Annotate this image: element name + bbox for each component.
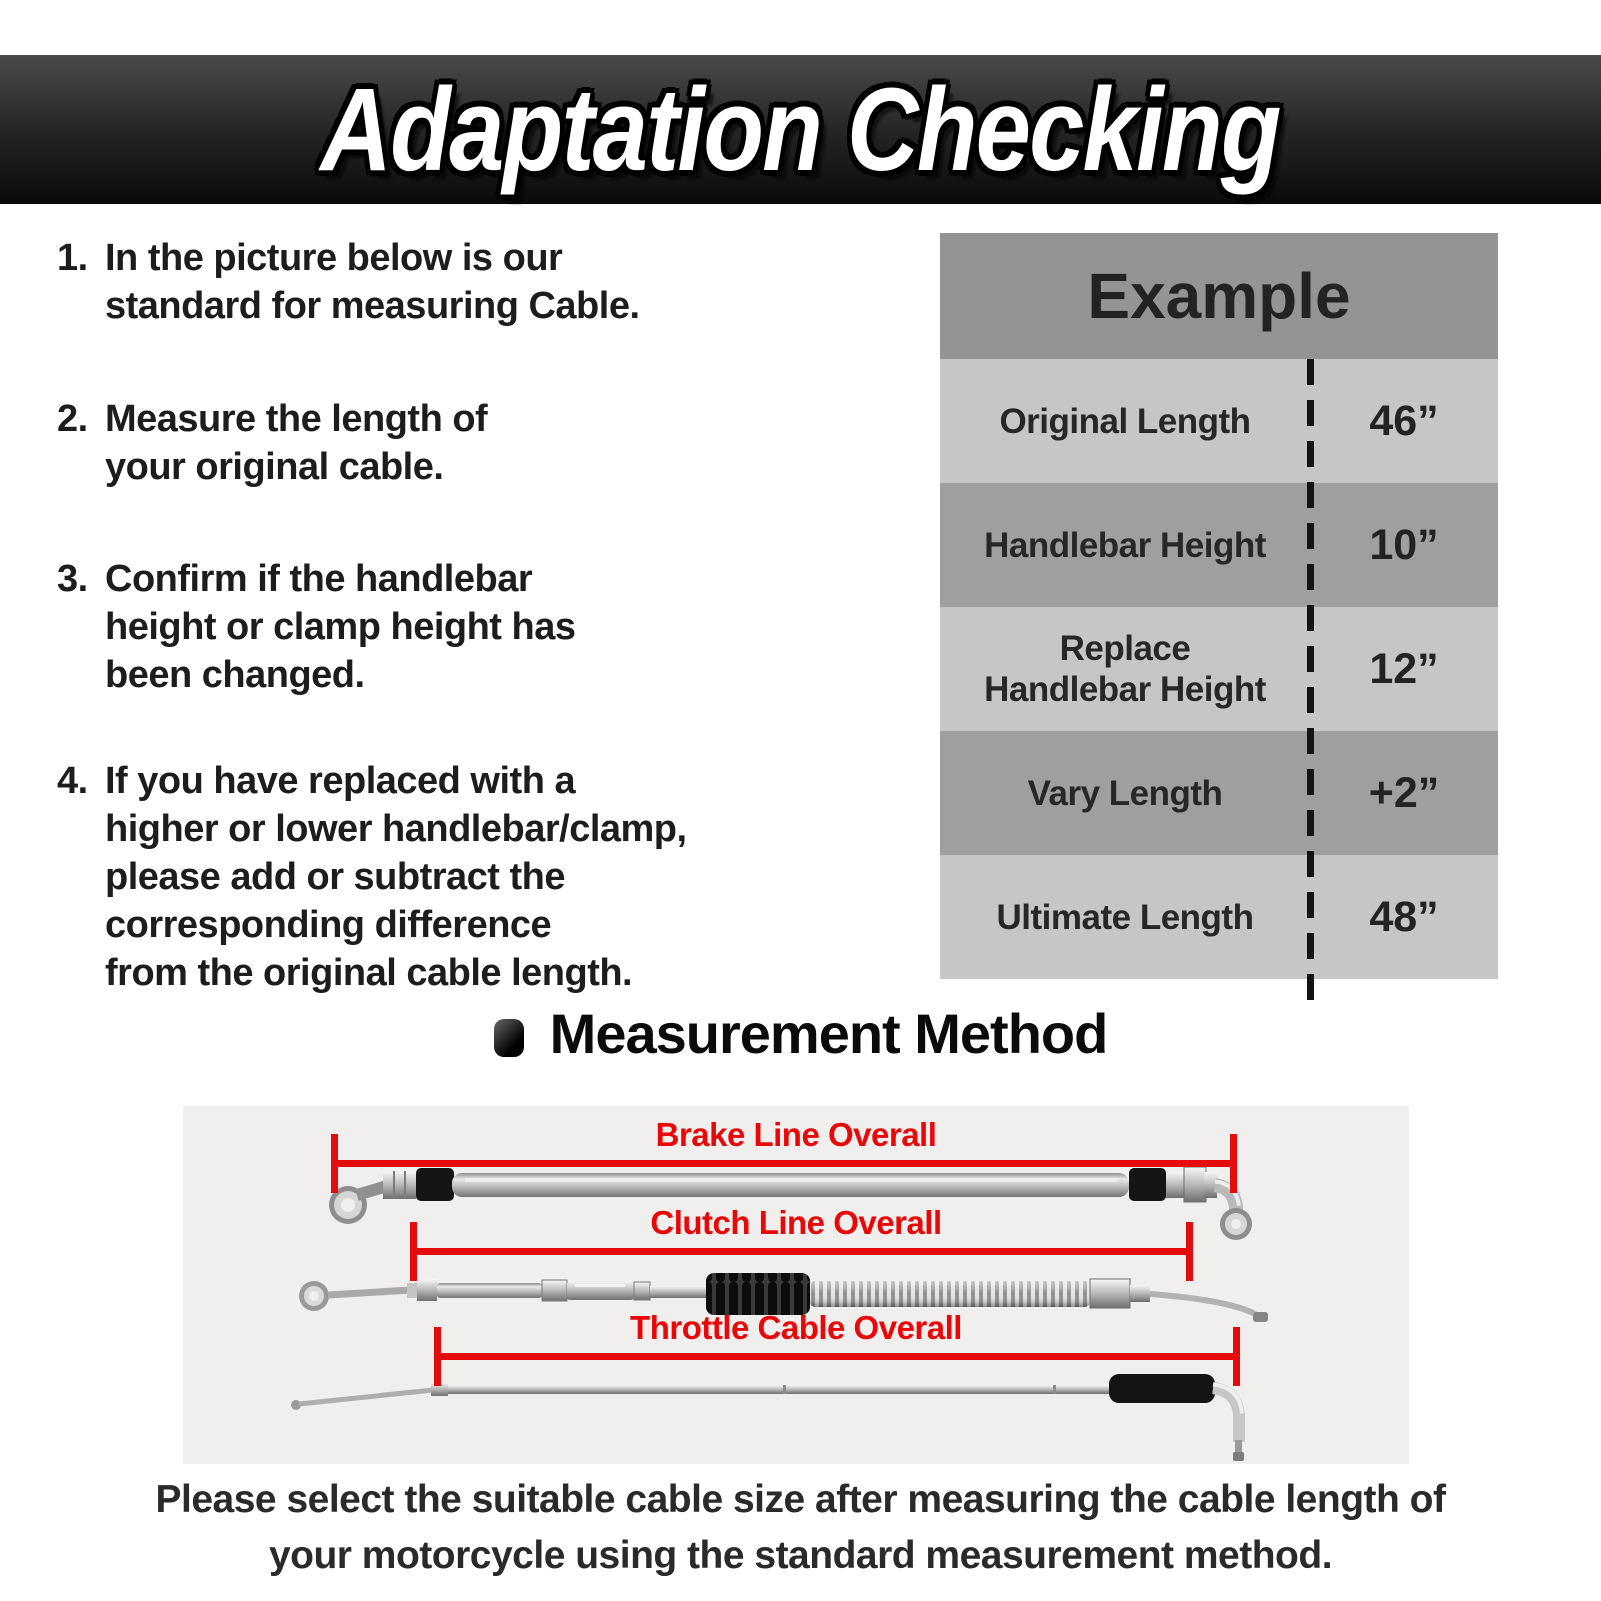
step-number: 2.	[57, 398, 88, 440]
step-item-2: 2. Measure the length of your original c…	[57, 395, 488, 491]
row-label: Handlebar Height	[984, 525, 1266, 565]
clutch-measure-tick-left	[410, 1222, 417, 1281]
throttle-measure-line	[434, 1353, 1240, 1360]
row-value: 10”	[1369, 520, 1439, 569]
page-title: Adaptation Checking	[320, 63, 1282, 196]
row-label: Replace Handlebar Height	[984, 629, 1266, 709]
cables-illustration	[291, 1166, 1268, 1461]
table-row: Handlebar Height 10”	[940, 483, 1498, 607]
step-item-1: 1. In the picture below is our standard …	[57, 234, 640, 330]
table-row: Ultimate Length 48”	[940, 855, 1498, 979]
step-text: In the picture below is our standard for…	[105, 237, 640, 327]
dashed-divider	[1307, 359, 1314, 1001]
clutch-measure-line	[410, 1248, 1193, 1255]
row-value: 48”	[1369, 892, 1439, 941]
measurement-diagram: Brake Line Overall Clutch Line Overall T…	[183, 1106, 1409, 1464]
step-number: 1.	[57, 237, 88, 279]
throttle-measure-tick-left	[434, 1327, 441, 1386]
brake-measure-tick-left	[331, 1134, 338, 1193]
example-table: Example Original Length 46” Handlebar He…	[940, 233, 1498, 1001]
brake-cable	[329, 1166, 1252, 1240]
throttle-cable-label: Throttle Cable Overall	[630, 1309, 962, 1346]
step-number: 4.	[57, 760, 88, 802]
row-value: 46”	[1369, 396, 1439, 445]
clutch-line-label: Clutch Line Overall	[650, 1204, 942, 1241]
step-number: 3.	[57, 558, 88, 600]
table-title: Example	[940, 233, 1498, 359]
step-text: Measure the length of your original cabl…	[105, 398, 488, 488]
row-label: Ultimate Length	[996, 897, 1254, 937]
clutch-cable	[299, 1273, 1268, 1322]
step-item-3: 3. Confirm if the handlebar height or cl…	[57, 555, 576, 699]
row-value: 12”	[1369, 644, 1439, 693]
step-item-4: 4. If you have replaced with a higher or…	[57, 757, 687, 997]
brake-measure-tick-right	[1230, 1134, 1237, 1193]
throttle-cable	[291, 1374, 1245, 1461]
table-row: Vary Length +2”	[940, 731, 1498, 855]
measurement-method-heading: Measurement Method	[0, 1001, 1601, 1066]
table-row: Original Length 46”	[940, 359, 1498, 483]
table-row: Replace Handlebar Height 12”	[940, 607, 1498, 731]
row-value: +2”	[1368, 768, 1440, 817]
row-label: Vary Length	[1027, 773, 1223, 813]
bullet-icon	[493, 1018, 524, 1057]
step-text: If you have replaced with a higher or lo…	[105, 760, 687, 994]
throttle-measure-tick-right	[1233, 1327, 1240, 1386]
brake-line-label: Brake Line Overall	[655, 1116, 937, 1153]
row-label: Original Length	[999, 401, 1251, 441]
brake-measure-line	[331, 1160, 1237, 1167]
step-text: Confirm if the handlebar height or clamp…	[105, 558, 576, 696]
clutch-measure-tick-right	[1186, 1222, 1193, 1281]
footer-note: Please select the suitable cable size af…	[155, 1478, 1446, 1577]
measurement-method-title: Measurement Method	[549, 1002, 1109, 1065]
title-banner: Adaptation Checking	[0, 55, 1601, 204]
